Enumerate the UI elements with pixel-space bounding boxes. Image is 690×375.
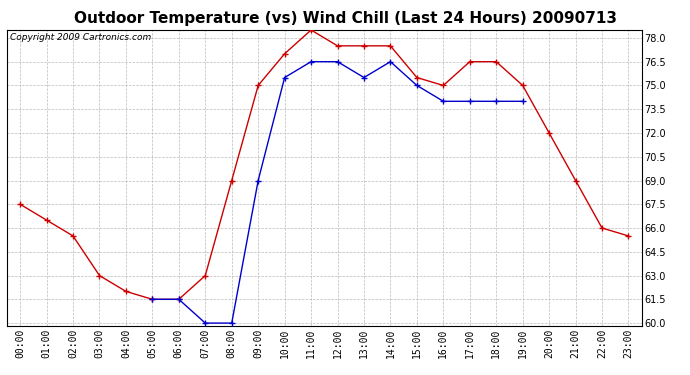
Text: Copyright 2009 Cartronics.com: Copyright 2009 Cartronics.com (10, 33, 151, 42)
Text: Outdoor Temperature (vs) Wind Chill (Last 24 Hours) 20090713: Outdoor Temperature (vs) Wind Chill (Las… (74, 11, 616, 26)
